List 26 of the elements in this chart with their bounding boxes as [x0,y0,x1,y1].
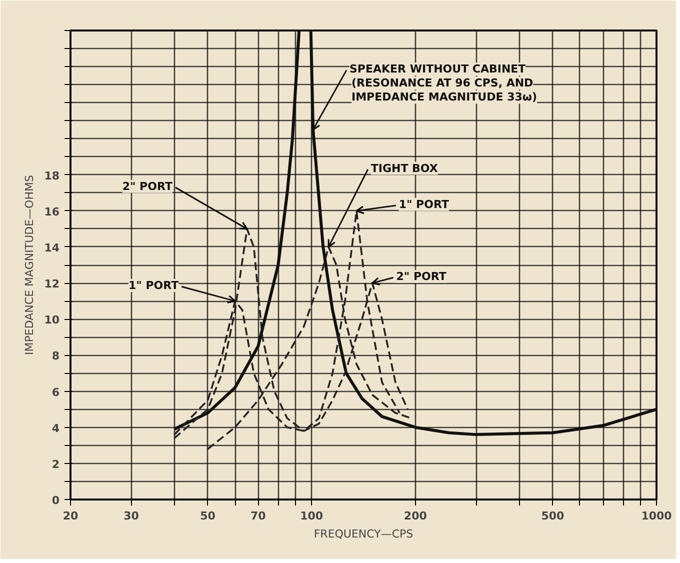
x-tick-label: 70 [250,510,266,522]
y-tick-label: 12 [44,278,60,291]
y-tick-label: 4 [52,422,60,435]
x-tick-label: 30 [124,510,140,522]
annotation: TIGHT BOX [370,162,438,175]
y-tick-label: 16 [44,205,60,218]
annotation: 1" PORT [128,279,180,292]
y-tick-label: 14 [44,241,60,254]
x-tick-label: 1000 [641,510,672,522]
x-tick-label: 200 [404,510,428,522]
annotation: 2" PORT [122,180,173,193]
y-tick-label: 10 [44,314,60,327]
y-axis-title: IMPEDANCE MAGNITUDE—OHMS [23,175,36,355]
x-tick-label: 20 [62,510,78,522]
x-axis-title: FREQUENCY—CPS [314,528,414,540]
annotation: 1" PORT [398,198,450,211]
x-tick-label: 50 [200,510,216,522]
y-tick-label: 2 [52,458,60,471]
annotation: 2" PORT [396,270,447,284]
y-tick-label: 6 [52,386,60,399]
annotation: SPEAKER WITHOUT CABINET (RESONANCE AT 96 CPS, AND IMPEDANCE MAGNITUDE 33ω) [350,62,537,104]
y-tick-label: 0 [52,494,60,507]
y-tick-label: 8 [52,350,60,363]
x-tick-label: 100 [300,510,324,522]
x-tick-label: 500 [541,510,564,522]
y-tick-label: 18 [44,169,60,182]
